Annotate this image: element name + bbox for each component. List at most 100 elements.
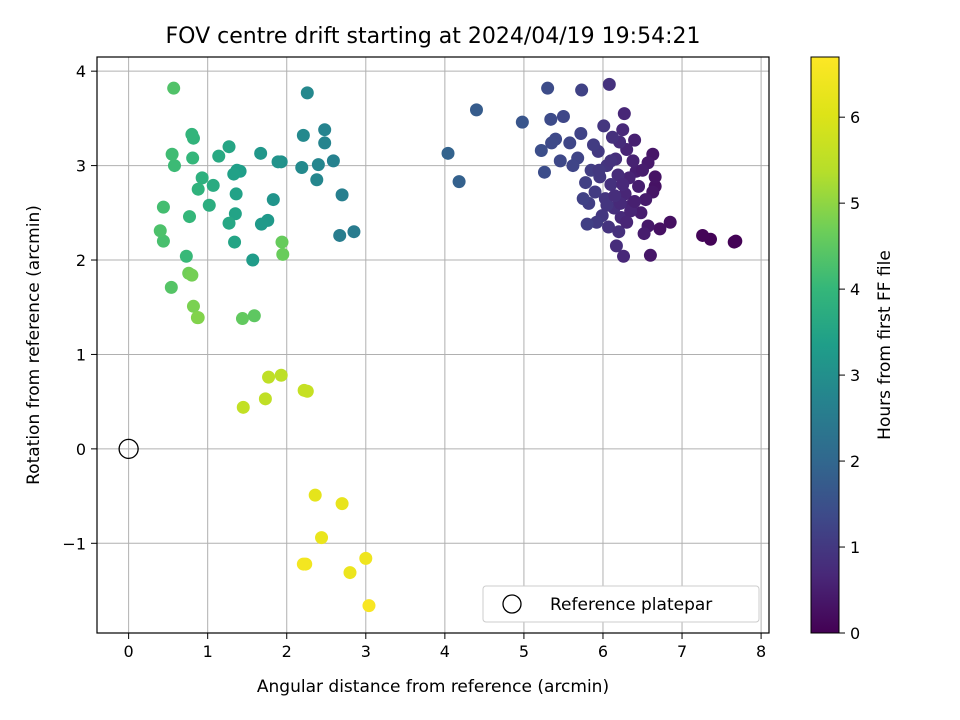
colorbar-tick-label: 2: [850, 452, 860, 471]
data-point: [275, 235, 289, 249]
data-point: [576, 192, 590, 206]
legend-box: [482, 585, 760, 623]
colorbar-tick-label: 3: [850, 366, 860, 385]
x-tick-label: 0: [124, 642, 134, 661]
data-point: [296, 557, 310, 571]
data-point: [156, 234, 170, 248]
data-point: [588, 185, 602, 199]
data-point: [167, 81, 181, 95]
y-tick-label: −1: [62, 534, 86, 553]
y-tick-label: 0: [76, 440, 86, 459]
data-point: [185, 268, 199, 282]
data-point: [247, 309, 261, 323]
data-point: [643, 248, 657, 262]
colorbar-gradient: [810, 56, 840, 634]
data-point: [274, 368, 288, 382]
colorbar-label: Hours from first FF file: [875, 250, 895, 440]
y-axis-label: Rotation from reference (arcmin): [24, 205, 44, 485]
data-point: [579, 176, 593, 190]
plot-area-frame: [96, 56, 770, 634]
data-point: [254, 146, 268, 160]
data-point: [228, 207, 242, 221]
data-point: [600, 198, 614, 212]
data-point: [663, 215, 677, 229]
y-tick-label: 3: [76, 157, 86, 176]
data-point: [235, 312, 249, 326]
data-point: [605, 130, 619, 144]
data-point: [359, 551, 373, 565]
data-point: [616, 123, 630, 137]
data-point: [191, 182, 205, 196]
x-tick-label: 4: [440, 642, 450, 661]
data-point: [300, 86, 314, 100]
colorbar: 0 1 2 3 4 5 6 Hours from first FF file: [810, 56, 895, 643]
data-point: [295, 160, 309, 174]
data-point: [167, 159, 181, 173]
data-point: [637, 227, 651, 241]
data-point: [318, 136, 332, 150]
data-point: [617, 107, 631, 121]
data-point: [574, 126, 588, 140]
data-point: [315, 531, 329, 545]
colorbar-tick-label: 1: [850, 538, 860, 557]
data-point: [515, 115, 529, 129]
data-point: [310, 173, 324, 187]
data-point: [202, 198, 216, 212]
grid-layer: [97, 57, 769, 633]
data-point: [262, 370, 276, 384]
data-point: [604, 177, 618, 191]
data-point: [537, 165, 551, 179]
data-point: [335, 188, 349, 202]
data-point: [545, 136, 559, 150]
legend-label-reference: Reference platepar: [550, 595, 712, 615]
data-point: [586, 138, 600, 152]
data-point: [347, 225, 361, 239]
data-point: [222, 216, 236, 230]
data-point: [653, 222, 667, 236]
data-point: [620, 215, 634, 229]
colorbar-tick-label: 6: [850, 108, 860, 127]
data-point: [343, 566, 357, 580]
data-point: [553, 154, 567, 168]
data-point: [236, 400, 250, 414]
x-tick-label: 2: [282, 642, 292, 661]
data-point: [592, 163, 606, 177]
data-point: [185, 127, 199, 141]
data-point: [469, 103, 483, 117]
data-point: [246, 253, 260, 267]
data-point: [575, 83, 589, 97]
colorbar-tick-label: 0: [850, 624, 860, 643]
data-point: [609, 239, 623, 253]
data-point: [333, 228, 347, 242]
data-point: [544, 112, 558, 126]
data-point: [164, 280, 178, 294]
data-point: [441, 146, 455, 160]
data-point: [604, 154, 618, 168]
x-tick-label: 8: [756, 642, 766, 661]
data-point: [153, 224, 167, 238]
x-axis-label: Angular distance from reference (arcmin): [257, 677, 609, 697]
data-point: [648, 170, 662, 184]
data-point: [580, 217, 594, 231]
data-point: [308, 488, 322, 502]
data-point: [258, 392, 272, 406]
legend: Reference platepar: [482, 585, 760, 623]
x-tick-label: 3: [361, 642, 371, 661]
data-point: [628, 133, 642, 147]
data-point: [179, 249, 193, 263]
data-point: [696, 228, 710, 242]
x-tick-label: 6: [598, 642, 608, 661]
data-point: [335, 497, 349, 511]
y-tick-label: 4: [76, 62, 86, 81]
x-tick-label: 7: [677, 642, 687, 661]
x-tick-label: 1: [203, 642, 213, 661]
data-point: [628, 194, 642, 208]
data-point: [186, 151, 200, 165]
ticks-layer: 0 1 2 3 4 5 6 7 8 −1 0 1 2 3 4: [62, 62, 766, 661]
data-point: [566, 159, 580, 173]
data-point: [727, 235, 741, 249]
data-point: [222, 140, 236, 154]
reference-platepar-marker: [118, 438, 139, 460]
chart-title: FOV centre drift starting at 2024/04/19 …: [166, 24, 701, 49]
